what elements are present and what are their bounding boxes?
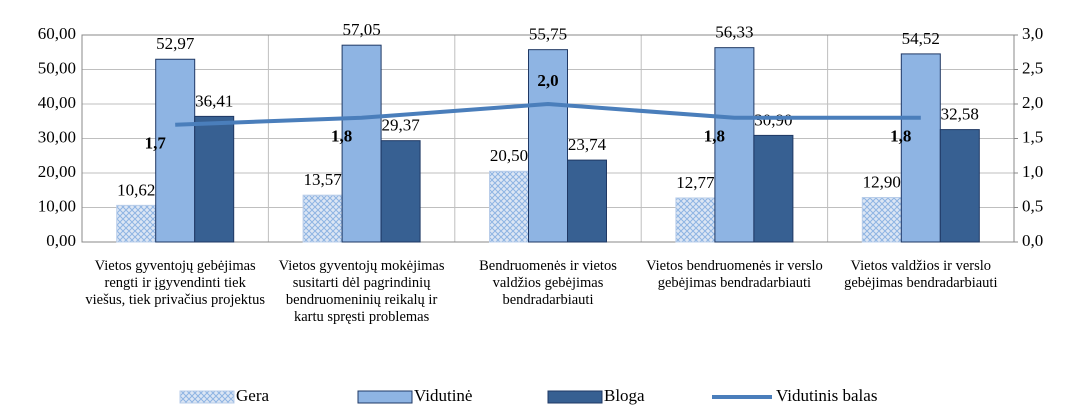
y-tick-label: 50,00	[38, 58, 76, 77]
line-label: 1,8	[331, 127, 352, 146]
legend-swatch	[547, 390, 603, 404]
legend-swatch	[179, 390, 235, 404]
y2-tick-label: 2,5	[1022, 58, 1043, 77]
y2-tick-label: 1,0	[1022, 162, 1043, 181]
legend-label: Gera	[236, 386, 269, 405]
y-tick-label: 40,00	[38, 93, 76, 112]
bar	[567, 159, 607, 243]
data-label: 54,52	[902, 29, 940, 48]
bar	[753, 134, 794, 243]
y-tick-label: 10,00	[38, 196, 76, 215]
bar	[861, 196, 902, 243]
bar	[194, 115, 235, 243]
y-tick-label: 0,00	[46, 231, 76, 250]
data-label: 12,90	[863, 172, 901, 191]
data-label: 13,57	[303, 170, 342, 189]
legend-label: Bloga	[604, 386, 645, 405]
x-tick-label: Bendruomenės ir vietos valdžios gebėjima…	[479, 258, 617, 308]
data-label: 10,62	[117, 180, 155, 199]
data-label: 57,05	[342, 20, 380, 39]
bar	[116, 204, 157, 243]
x-tick-label: Vietos valdžios ir verslo gebėjimas bend…	[844, 258, 998, 291]
y2-tick-label: 2,0	[1022, 93, 1043, 112]
line	[175, 101, 921, 127]
y-tick-label: 20,00	[38, 162, 76, 181]
data-label: 29,37	[381, 116, 420, 135]
bar	[714, 47, 755, 243]
x-tick-label: Vietos gyventojų mokėjimas susitarti dėl…	[278, 258, 445, 325]
data-label: 12,77	[676, 173, 715, 192]
bar	[675, 197, 716, 243]
bar	[528, 49, 568, 243]
x-tick-label: Vietos gyventojų gebėjimas rengti ir įgy…	[85, 258, 265, 308]
bar	[900, 53, 941, 243]
bar	[489, 170, 529, 243]
data-label: 30,90	[754, 110, 792, 129]
data-label: 56,33	[715, 23, 753, 42]
data-label: 36,41	[195, 91, 233, 110]
y-tick-label: 60,00	[38, 24, 76, 43]
data-label: 32,58	[941, 105, 979, 124]
bar	[939, 129, 980, 243]
line-label: 2,0	[537, 71, 558, 90]
y2-tick-label: 1,5	[1022, 127, 1043, 146]
x-tick-label: Vietos bendruomenės ir verslo gebėjimas …	[646, 258, 823, 291]
bar	[341, 44, 382, 243]
legend-label: Vidutinė	[414, 386, 472, 405]
data-label: 52,97	[156, 34, 195, 53]
y-tick-label: 30,00	[38, 127, 76, 146]
bar	[302, 194, 343, 243]
line-label: 1,7	[145, 134, 167, 153]
y2-tick-label: 0,0	[1022, 231, 1043, 250]
legend-label: Vidutinis balas	[776, 386, 877, 405]
line-label: 1,8	[704, 127, 725, 146]
bar	[380, 140, 421, 243]
line-label: 1,8	[890, 127, 911, 146]
y2-tick-label: 3,0	[1022, 24, 1043, 43]
data-label: 23,74	[568, 135, 607, 154]
y2-tick-label: 0,5	[1022, 196, 1043, 215]
data-label: 20,50	[490, 146, 528, 165]
data-label: 55,75	[529, 25, 567, 44]
legend-swatch	[357, 390, 413, 404]
